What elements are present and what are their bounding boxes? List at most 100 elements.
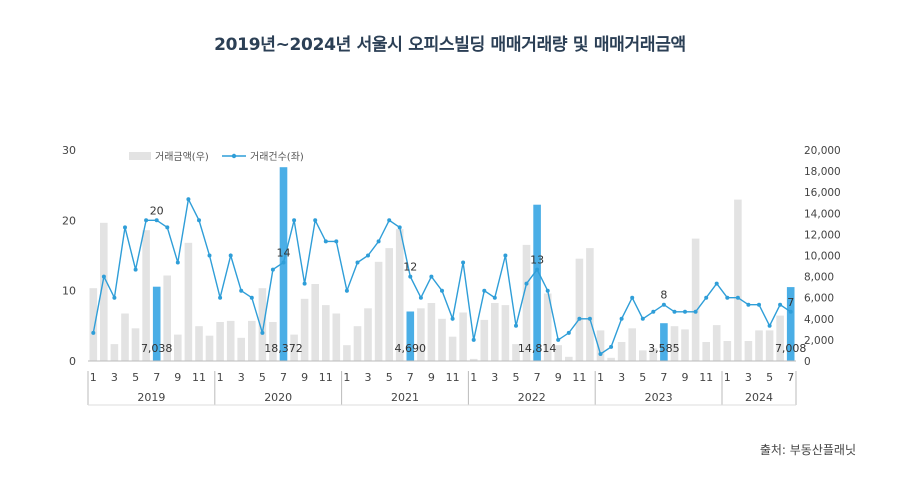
amount-bar (469, 358, 478, 361)
amount-bar (121, 313, 129, 361)
highlight-bar (406, 311, 415, 361)
left-axis-tick: 0 (69, 355, 76, 368)
count-point (101, 274, 106, 279)
amount-bar (300, 298, 309, 361)
count-point (218, 295, 223, 300)
right-axis-tick: 8,000 (804, 272, 834, 284)
right-axis-tick: 0 (804, 356, 811, 368)
amount-bar (142, 230, 150, 361)
count-point (239, 288, 244, 293)
count-point (344, 288, 349, 293)
amount-bar (691, 238, 700, 361)
amount-bar (216, 322, 224, 361)
x-tick-label: 3 (238, 371, 245, 384)
x-tick-label: 3 (365, 371, 372, 384)
amount-bar (395, 229, 404, 361)
count-data-label: 7 (787, 296, 794, 309)
x-tick-label: 1 (343, 371, 350, 384)
amount-bar (269, 322, 277, 361)
right-axis-tick: 2,000 (804, 335, 834, 347)
x-tick-label: 3 (491, 371, 498, 384)
x-tick-label: 11 (572, 371, 586, 384)
left-axis-tick: 10 (62, 285, 76, 298)
count-point (651, 309, 656, 314)
amount-bar (617, 342, 626, 361)
x-tick-label: 7 (280, 371, 287, 384)
amount-bar (237, 337, 245, 361)
count-point (207, 253, 212, 258)
count-point (535, 267, 540, 272)
amount-bar (670, 326, 679, 361)
count-point (387, 218, 392, 223)
count-point (619, 316, 624, 321)
amount-bar (723, 341, 732, 361)
count-point (376, 239, 381, 244)
x-tick-label: 9 (682, 371, 689, 384)
count-point (123, 225, 127, 230)
amount-bar (205, 335, 214, 361)
count-point (514, 323, 518, 328)
right-axis-tick: 16,000 (804, 187, 841, 199)
right-axis-tick: 20,000 (804, 145, 841, 157)
count-point (292, 218, 297, 223)
right-axis-tick: 6,000 (804, 293, 834, 305)
x-tick-label: 9 (174, 371, 181, 384)
count-point (556, 337, 561, 342)
chart-title: 2019년~2024년 서울시 오피스빌딩 매매거래량 및 매매거래금액 (214, 35, 686, 55)
count-point (133, 267, 138, 272)
amount-bar (385, 248, 393, 361)
legend-count-marker (231, 153, 237, 159)
x-tick-label: 11 (319, 371, 333, 384)
count-point (630, 295, 635, 300)
count-point (397, 225, 402, 230)
count-point (577, 316, 582, 321)
count-point (503, 253, 508, 258)
amount-data-label: 4,690 (395, 342, 427, 355)
left-axis-tick: 20 (62, 214, 76, 227)
count-point (587, 316, 592, 321)
count-point (302, 281, 307, 286)
year-label: 2022 (518, 391, 546, 404)
right-axis-tick: 10,000 (804, 251, 841, 263)
amount-bar (174, 334, 182, 361)
count-point (640, 316, 645, 321)
highlight-bar (152, 286, 161, 361)
count-point (154, 218, 159, 223)
x-tick-label: 5 (259, 371, 266, 384)
amount-bar (491, 303, 499, 361)
amount-bar (290, 334, 298, 361)
right-axis-tick: 14,000 (804, 208, 841, 220)
amount-bar (110, 344, 119, 361)
highlight-bar (786, 287, 795, 361)
amount-bar (776, 315, 784, 361)
x-tick-label: 5 (386, 371, 393, 384)
count-point (260, 330, 265, 335)
count-point (440, 288, 444, 293)
x-tick-label: 5 (639, 371, 646, 384)
x-tick-label: 9 (301, 371, 308, 384)
x-tick-label: 1 (90, 371, 97, 384)
count-point (313, 218, 318, 223)
x-tick-label: 1 (724, 371, 731, 384)
amount-bar (628, 328, 636, 361)
amount-bar (163, 275, 171, 361)
amount-bar (427, 303, 436, 361)
x-tick-label: 7 (787, 371, 794, 384)
x-tick-label: 11 (699, 371, 713, 384)
amount-bar (480, 319, 489, 361)
amount-bar (575, 258, 584, 361)
x-tick-label: 3 (618, 371, 625, 384)
x-tick-label: 7 (660, 371, 667, 384)
x-tick-label: 5 (766, 371, 773, 384)
amount-bar (448, 336, 457, 361)
amount-bar (755, 330, 763, 361)
legend-amount-label: 거래금액(우) (155, 151, 209, 163)
amount-bar (712, 325, 721, 361)
count-point (91, 330, 96, 335)
count-point (281, 260, 286, 265)
count-point (725, 295, 730, 300)
count-point (788, 309, 793, 314)
count-point (566, 330, 571, 335)
x-tick-label: 5 (513, 371, 520, 384)
count-point (186, 197, 191, 202)
